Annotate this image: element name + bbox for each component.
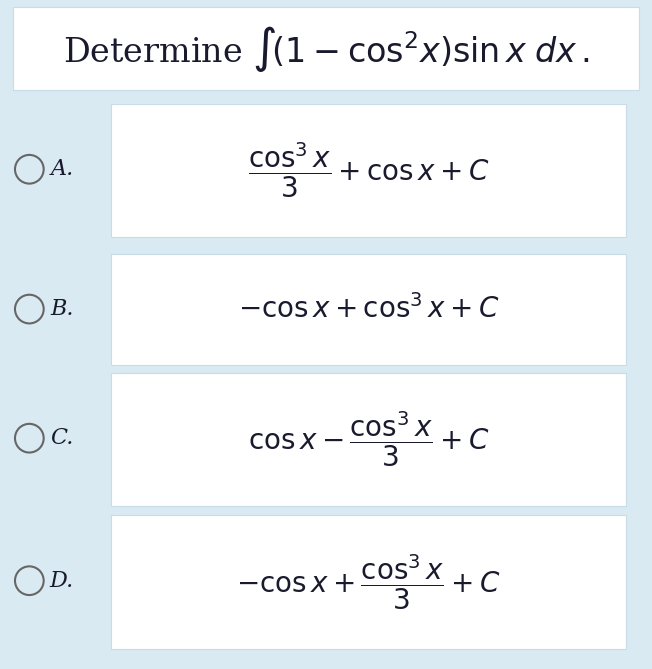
FancyBboxPatch shape (111, 515, 626, 649)
Text: $\cos x-\dfrac{\cos^3 x}{3}+C$: $\cos x-\dfrac{\cos^3 x}{3}+C$ (248, 409, 489, 470)
Ellipse shape (15, 424, 44, 452)
Text: B.: B. (50, 298, 74, 320)
FancyBboxPatch shape (111, 254, 626, 365)
Text: D.: D. (50, 570, 74, 591)
Text: $-\cos x+\cos^3 x+C$: $-\cos x+\cos^3 x+C$ (238, 294, 499, 324)
Text: $\dfrac{\cos^3 x}{3}+\cos x+C$: $\dfrac{\cos^3 x}{3}+\cos x+C$ (248, 140, 489, 201)
Ellipse shape (15, 295, 44, 323)
FancyBboxPatch shape (111, 104, 626, 237)
Ellipse shape (15, 567, 44, 595)
Text: C.: C. (50, 427, 74, 449)
Ellipse shape (15, 155, 44, 183)
Text: Determine $\int\!(1-\cos^2\!x)\sin x\;dx\,.$: Determine $\int\!(1-\cos^2\!x)\sin x\;dx… (63, 23, 589, 74)
Text: A.: A. (50, 159, 74, 180)
FancyBboxPatch shape (13, 7, 639, 90)
FancyBboxPatch shape (111, 373, 626, 506)
Text: $-\cos x+\dfrac{\cos^3 x}{3}+C$: $-\cos x+\dfrac{\cos^3 x}{3}+C$ (236, 552, 501, 612)
